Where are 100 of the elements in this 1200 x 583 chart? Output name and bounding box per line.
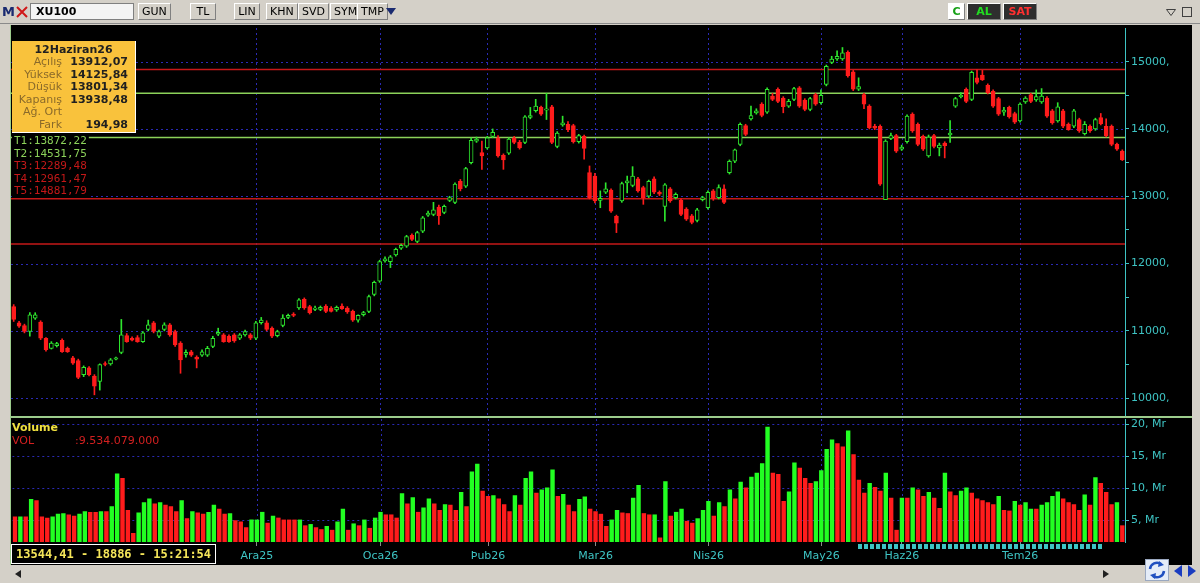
candlestick bbox=[65, 346, 70, 353]
candlestick bbox=[883, 139, 888, 200]
candlestick bbox=[118, 319, 124, 355]
text: 13544,41 - 18886 - 15:21:54 bbox=[11, 544, 217, 564]
text: TMP bbox=[357, 3, 388, 20]
x-tick-label: Þub26 bbox=[470, 549, 506, 563]
candlestick bbox=[275, 329, 280, 338]
candlestick bbox=[38, 320, 43, 340]
candlestick bbox=[657, 190, 662, 196]
candlestick bbox=[22, 323, 27, 334]
y-tick-label: 10000, bbox=[1131, 391, 1170, 405]
candlestick bbox=[307, 304, 313, 315]
y-tick-label: 20, Mr bbox=[1131, 416, 1167, 430]
candlestick bbox=[11, 304, 17, 322]
candlestick bbox=[1066, 122, 1071, 131]
candlestick bbox=[431, 201, 436, 217]
text: TL bbox=[190, 3, 216, 20]
y-tick-label: 10, Mr bbox=[1131, 481, 1167, 495]
candlestick bbox=[641, 185, 646, 205]
candlestick bbox=[926, 134, 931, 158]
candlestick bbox=[135, 335, 140, 343]
x-tick-label: Oca26 bbox=[362, 549, 399, 563]
candlestick bbox=[754, 108, 759, 115]
candlestick bbox=[743, 123, 748, 137]
candlestick bbox=[361, 311, 366, 317]
candlestick bbox=[404, 234, 409, 248]
candlestick bbox=[178, 341, 183, 374]
candlestick bbox=[1012, 111, 1018, 124]
x-tick-label: Haz26 bbox=[884, 549, 920, 563]
annotation: :9.534.079.000 bbox=[75, 434, 160, 447]
candlestick bbox=[867, 104, 872, 130]
ref-line-label: T5:14881,79 bbox=[14, 184, 87, 198]
candlestick bbox=[630, 166, 635, 188]
candlestick bbox=[969, 70, 974, 102]
y-tick-label: 12000, bbox=[1131, 256, 1170, 270]
annotation: VOL bbox=[12, 434, 35, 447]
candlestick bbox=[1039, 88, 1044, 104]
candlestick bbox=[980, 70, 985, 81]
candlestick bbox=[624, 175, 630, 194]
chart-title: Volume bbox=[12, 421, 58, 434]
ref-line-label: T1:13872,22 bbox=[14, 134, 87, 148]
candlestick bbox=[232, 333, 237, 343]
candlestick bbox=[603, 182, 608, 194]
text: KHN bbox=[266, 3, 298, 20]
candlestick bbox=[490, 128, 495, 139]
x-tick-label: May26 bbox=[802, 549, 840, 563]
y-tick-label: 5, Mr bbox=[1131, 513, 1160, 527]
candlestick bbox=[614, 214, 619, 233]
candlestick bbox=[92, 374, 97, 396]
candlestick bbox=[49, 341, 54, 350]
candlestick bbox=[910, 112, 915, 133]
x-tick-label: Ara25 bbox=[240, 549, 274, 563]
x-tick-label: Mar26 bbox=[578, 549, 613, 563]
text: GUN bbox=[138, 3, 171, 20]
y-tick-label: 11000, bbox=[1131, 323, 1170, 337]
candlestick bbox=[248, 333, 253, 340]
x-tick-label: Nis26 bbox=[692, 549, 724, 563]
candlestick bbox=[813, 92, 818, 106]
text: AL bbox=[967, 3, 1001, 20]
candlestick bbox=[458, 179, 463, 192]
text: SVD bbox=[298, 3, 329, 20]
candlestick bbox=[291, 312, 296, 318]
candlestick bbox=[388, 255, 393, 268]
candlestick bbox=[108, 358, 113, 366]
candlestick bbox=[205, 346, 210, 357]
candlestick bbox=[151, 321, 156, 334]
text: C bbox=[948, 3, 965, 20]
text: XU100 bbox=[30, 3, 134, 20]
candlestick bbox=[840, 47, 845, 61]
candlestick bbox=[727, 159, 732, 175]
candlestick bbox=[544, 92, 549, 120]
candlestick bbox=[1050, 109, 1055, 125]
candlestick bbox=[996, 96, 1001, 116]
candlestick bbox=[1109, 124, 1114, 147]
candlestick bbox=[517, 140, 522, 150]
candlestick bbox=[684, 207, 689, 221]
candlestick bbox=[414, 230, 420, 244]
y-tick-label: 15000, bbox=[1131, 54, 1170, 68]
text: LIN bbox=[234, 3, 260, 20]
y-tick-label: 14000, bbox=[1131, 121, 1170, 135]
candlestick bbox=[823, 64, 829, 87]
candlestick bbox=[716, 184, 722, 200]
ref-line-label: T3:12289,48 bbox=[14, 159, 87, 173]
candlestick bbox=[700, 195, 705, 202]
candlestick bbox=[264, 320, 269, 332]
x-tick-label: Tem26 bbox=[1001, 549, 1039, 563]
candlestick bbox=[597, 190, 603, 209]
candlestick bbox=[221, 333, 226, 343]
candlestick bbox=[953, 96, 958, 108]
y-tick-label: 15, Mr bbox=[1131, 449, 1167, 463]
candlestick bbox=[81, 365, 86, 377]
candlestick bbox=[797, 86, 802, 108]
candlestick bbox=[377, 259, 382, 283]
candlestick bbox=[587, 165, 592, 200]
text: SAT bbox=[1003, 3, 1037, 20]
candlestick bbox=[447, 195, 452, 202]
candlestick bbox=[528, 107, 533, 120]
candlestick bbox=[162, 322, 167, 332]
candlestick bbox=[318, 305, 323, 312]
text: SYM bbox=[330, 3, 362, 20]
